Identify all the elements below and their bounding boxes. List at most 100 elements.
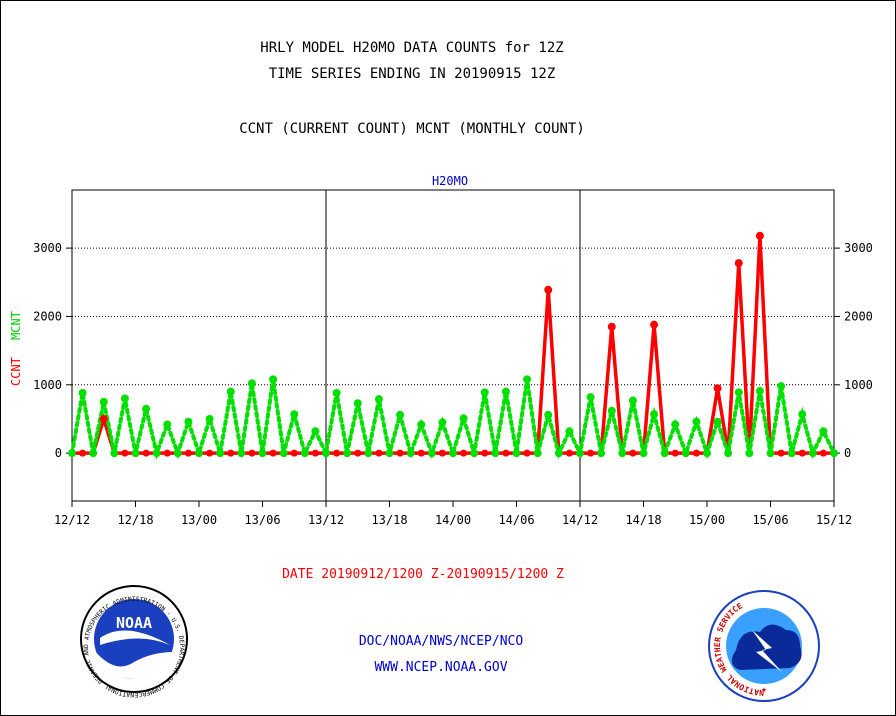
point-ccnt [290, 449, 298, 457]
point-mcnt [607, 406, 616, 415]
x-tick-label: 14/06 [498, 513, 534, 527]
point-mcnt [195, 449, 203, 458]
point-mcnt [597, 449, 606, 458]
point-mcnt [766, 449, 775, 458]
point-mcnt [512, 449, 521, 458]
point-mcnt [374, 395, 383, 404]
point-mcnt [830, 449, 838, 458]
point-ccnt [587, 449, 595, 457]
x-tick-label: 13/00 [181, 513, 217, 527]
chart-title: H20MO [432, 174, 468, 188]
point-mcnt [438, 418, 447, 427]
point-mcnt [491, 449, 500, 458]
point-ccnt [692, 449, 700, 457]
nws-logo: NATIONAL WEATHER SERVICE ★ [708, 590, 820, 702]
point-mcnt [385, 449, 394, 458]
point-mcnt [353, 399, 362, 408]
point-ccnt [269, 449, 277, 457]
point-ccnt [206, 449, 214, 457]
point-mcnt [184, 417, 193, 426]
point-mcnt [311, 427, 320, 436]
point-mcnt [332, 389, 341, 398]
point-mcnt [78, 389, 87, 398]
y-tick-label-left: 1000 [33, 378, 62, 392]
point-mcnt [777, 382, 786, 391]
point-mcnt [618, 449, 627, 458]
point-ccnt-peak [544, 285, 553, 294]
point-mcnt [628, 396, 637, 405]
point-mcnt [470, 449, 479, 458]
point-ccnt [481, 449, 489, 457]
point-mcnt [681, 449, 690, 458]
point-mcnt [459, 414, 468, 423]
y-tick-label-left: 3000 [33, 241, 62, 255]
point-mcnt [226, 387, 235, 396]
point-mcnt [290, 410, 299, 419]
point-mcnt [745, 449, 754, 458]
point-mcnt [798, 410, 807, 419]
point-ccnt-peak [755, 231, 764, 240]
footer-url[interactable]: WWW.NCEP.NOAA.GOV [374, 660, 507, 675]
point-ccnt [184, 449, 192, 457]
point-ccnt [79, 449, 87, 457]
x-tick-label: 13/06 [244, 513, 280, 527]
title-line1: HRLY MODEL H20MO DATA COUNTS for 12Z [260, 40, 563, 56]
point-ccnt [798, 449, 806, 457]
y-tick-label-left: 2000 [33, 309, 62, 323]
point-mcnt [501, 387, 510, 396]
subtitle: CCNT (CURRENT COUNT) MCNT (MONTHLY COUNT… [239, 121, 585, 137]
point-mcnt [533, 449, 542, 458]
ylabel-mcnt: MCNT [9, 311, 23, 340]
point-ccnt-peak [99, 414, 108, 423]
point-mcnt [523, 375, 532, 384]
point-mcnt [703, 449, 711, 458]
point-mcnt [787, 449, 796, 458]
point-ccnt [629, 449, 637, 457]
point-mcnt [247, 379, 256, 388]
point-mcnt [480, 388, 489, 397]
point-mcnt [427, 449, 436, 458]
point-mcnt [258, 449, 267, 458]
point-mcnt [120, 394, 129, 403]
x-tick-label: 15/00 [689, 513, 725, 527]
title-line2: TIME SERIES ENDING IN 20190915 12Z [269, 66, 556, 82]
ylabel-ccnt: CCNT [9, 357, 23, 386]
point-ccnt [121, 449, 129, 457]
y-tick-label-left: 0 [55, 446, 62, 460]
point-mcnt [755, 386, 764, 395]
x-tick-label: 15/12 [816, 513, 852, 527]
y-tick-label-right: 0 [844, 446, 851, 460]
point-mcnt [131, 449, 140, 458]
point-ccnt [375, 449, 383, 457]
x-axis-title: DATE 20190912/1200 Z-20190915/1200 Z [282, 567, 564, 582]
point-mcnt [89, 449, 98, 458]
point-mcnt [364, 449, 373, 458]
x-tick-label: 13/18 [371, 513, 407, 527]
y-tick-label-right: 3000 [844, 241, 873, 255]
x-tick-label: 15/06 [752, 513, 788, 527]
point-mcnt [406, 449, 415, 458]
point-mcnt [449, 449, 457, 458]
x-tick-label: 12/12 [54, 513, 90, 527]
point-mcnt [417, 420, 426, 429]
point-ccnt [311, 449, 319, 457]
point-mcnt [152, 449, 161, 458]
point-mcnt [396, 410, 405, 419]
x-tick-label: 13/12 [308, 513, 344, 527]
x-tick-label: 12/18 [117, 513, 153, 527]
point-ccnt [248, 449, 256, 457]
point-ccnt [502, 449, 510, 457]
point-mcnt [544, 410, 553, 419]
point-mcnt [343, 449, 352, 458]
point-ccnt [354, 449, 362, 457]
point-ccnt [142, 449, 150, 457]
point-mcnt [173, 449, 182, 458]
point-ccnt [460, 449, 468, 457]
point-mcnt [660, 449, 669, 458]
point-mcnt [237, 449, 246, 458]
point-mcnt [279, 449, 288, 458]
point-ccnt [417, 449, 425, 457]
noaa-logo-text: NOAA [116, 614, 152, 632]
y-tick-label-right: 1000 [844, 378, 873, 392]
